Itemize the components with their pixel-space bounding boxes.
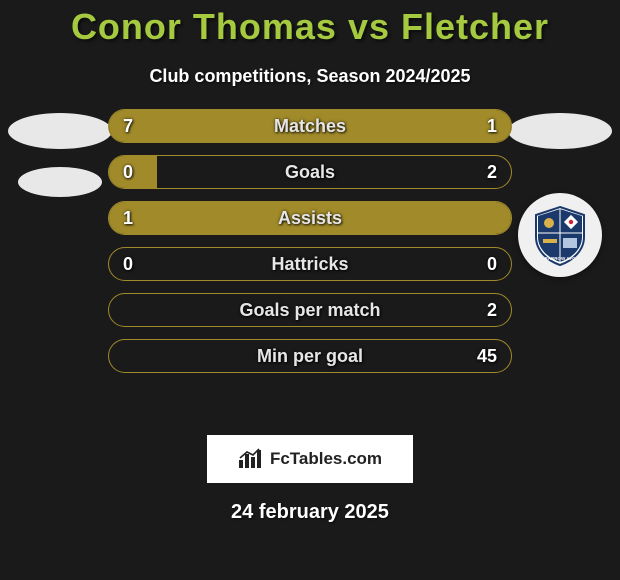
stat-value-right: 0 bbox=[487, 248, 497, 280]
club-left-badge bbox=[18, 167, 102, 197]
stat-row-assists: 1 Assists bbox=[108, 201, 512, 235]
stat-label: Assists bbox=[109, 202, 511, 234]
footer-date: 24 february 2025 bbox=[0, 501, 620, 524]
fctables-label: FcTables.com bbox=[270, 449, 382, 469]
stat-value-right: 2 bbox=[487, 156, 497, 188]
comparison-title: Conor Thomas vs Fletcher bbox=[0, 0, 620, 48]
avatar-placeholder-icon bbox=[8, 113, 112, 149]
stat-row-min-per-goal: Min per goal 45 bbox=[108, 339, 512, 373]
comparison-area: BARROW AFC 7 Matches 1 0 Goals 2 1 Assis… bbox=[0, 117, 620, 417]
stat-bars: 7 Matches 1 0 Goals 2 1 Assists 0 Hattri… bbox=[108, 109, 512, 385]
svg-text:BARROW AFC: BARROW AFC bbox=[544, 256, 576, 261]
stat-row-goals-per-match: Goals per match 2 bbox=[108, 293, 512, 327]
stat-value-right: 45 bbox=[477, 340, 497, 372]
player-left-avatar bbox=[8, 113, 112, 149]
comparison-subtitle: Club competitions, Season 2024/2025 bbox=[0, 66, 620, 87]
stat-label: Min per goal bbox=[109, 340, 511, 372]
stat-row-hattricks: 0 Hattricks 0 bbox=[108, 247, 512, 281]
stat-label: Hattricks bbox=[109, 248, 511, 280]
stat-value-right: 1 bbox=[487, 110, 497, 142]
stat-value-right: 2 bbox=[487, 294, 497, 326]
stat-label: Goals per match bbox=[109, 294, 511, 326]
stat-row-goals: 0 Goals 2 bbox=[108, 155, 512, 189]
stat-label: Goals bbox=[109, 156, 511, 188]
club-placeholder-icon bbox=[18, 167, 102, 197]
barrow-afc-crest-icon: BARROW AFC bbox=[518, 193, 602, 277]
avatar-placeholder-icon bbox=[508, 113, 612, 149]
fctables-watermark: FcTables.com bbox=[207, 435, 413, 483]
bar-chart-icon bbox=[238, 448, 264, 470]
player-right-avatar bbox=[508, 113, 612, 149]
club-right-badge: BARROW AFC bbox=[518, 193, 602, 277]
stat-row-matches: 7 Matches 1 bbox=[108, 109, 512, 143]
stat-label: Matches bbox=[109, 110, 511, 142]
